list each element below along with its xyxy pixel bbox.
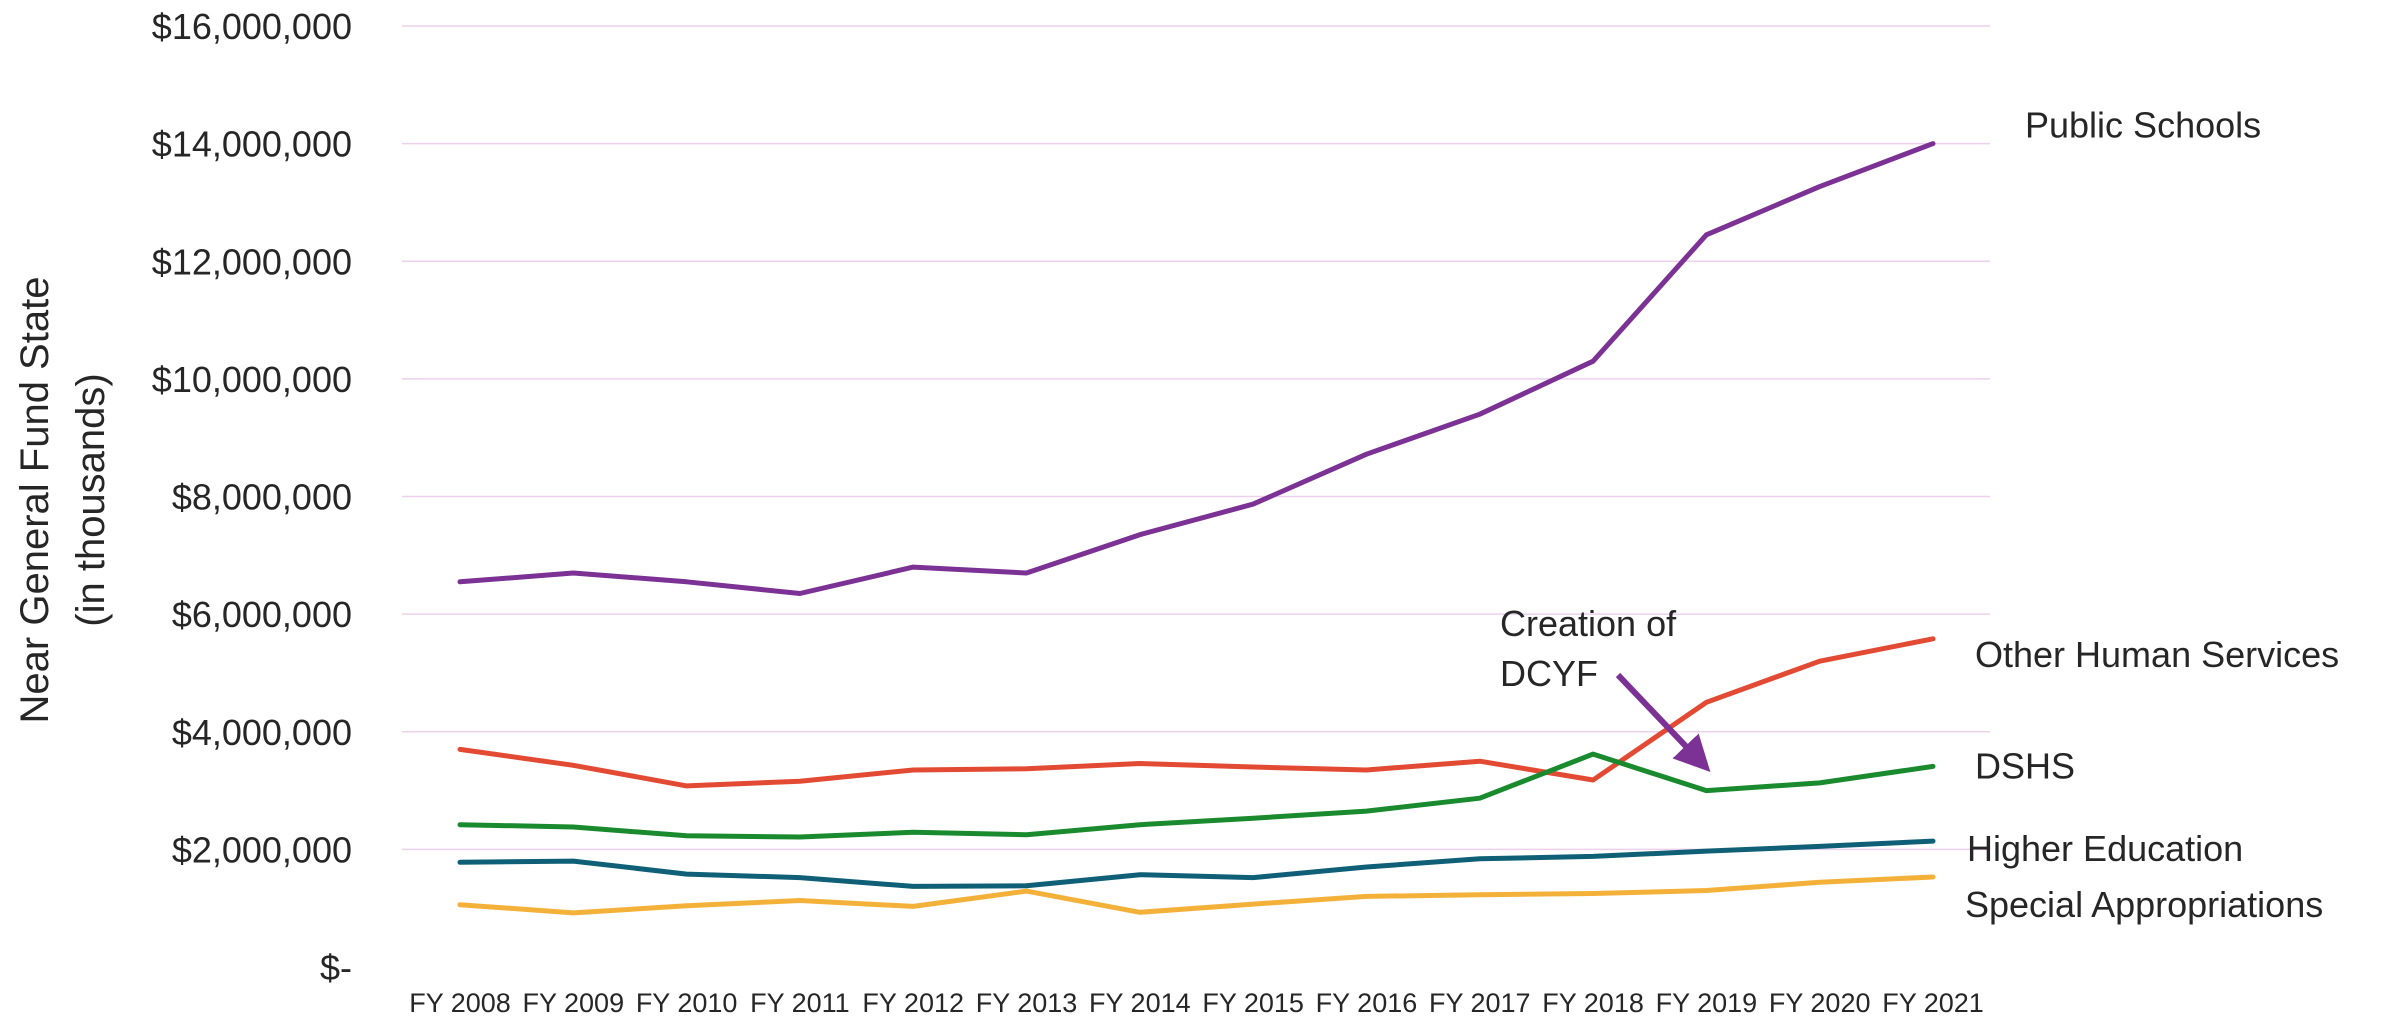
annotation-text-line-1: Creation of bbox=[1500, 603, 1677, 644]
x-tick-label: FY 2014 bbox=[1089, 988, 1191, 1018]
x-tick-label: FY 2016 bbox=[1316, 988, 1418, 1018]
y-axis-title-line-1: Near General Fund State bbox=[13, 277, 57, 724]
annotation-arrow bbox=[1615, 672, 1711, 773]
y-tick-label: $6,000,000 bbox=[172, 594, 352, 635]
x-tick-label: FY 2009 bbox=[523, 988, 625, 1018]
x-tick-label: FY 2010 bbox=[636, 988, 738, 1018]
y-tick-labels: $- $2,000,000 $4,000,000 $6,000,000 $8,000,0… bbox=[152, 6, 352, 988]
series-line-dshs bbox=[457, 751, 1936, 840]
y-tick-label: $2,000,000 bbox=[172, 829, 352, 870]
y-tick-label: $10,000,000 bbox=[152, 359, 352, 400]
x-tick-label: FY 2019 bbox=[1656, 988, 1758, 1018]
series-label-public-schools: Public Schools bbox=[2025, 105, 2261, 146]
series-line-public-schools bbox=[457, 141, 1936, 596]
x-tick-label: FY 2017 bbox=[1429, 988, 1531, 1018]
series-label-dshs: DSHS bbox=[1975, 745, 2075, 786]
series-line-higher-education bbox=[457, 838, 1936, 889]
series-label-special-appropriations: Special Appropriations bbox=[1965, 884, 2323, 925]
series-line-special-appropriations bbox=[457, 874, 1936, 916]
series-label-other-human-services: Other Human Services bbox=[1975, 634, 2339, 675]
y-axis-title-line-2: (in thousands) bbox=[69, 373, 113, 626]
x-tick-labels: FY 2008 FY 2009 FY 2010 FY 2011 FY 2012 FY 20… bbox=[409, 988, 1984, 1018]
x-tick-label: FY 2018 bbox=[1542, 988, 1644, 1018]
y-tick-label: $14,000,000 bbox=[152, 124, 352, 165]
x-tick-label: FY 2013 bbox=[976, 988, 1078, 1018]
y-tick-label: $12,000,000 bbox=[152, 241, 352, 282]
x-tick-label: FY 2012 bbox=[862, 988, 964, 1018]
y-tick-label: $4,000,000 bbox=[172, 712, 352, 753]
series-label-higher-education: Higher Education bbox=[1967, 828, 2243, 869]
y-tick-label: $8,000,000 bbox=[172, 477, 352, 518]
x-tick-label: FY 2021 bbox=[1882, 988, 1984, 1018]
gridlines bbox=[402, 25, 1990, 851]
y-tick-label: $16,000,000 bbox=[152, 6, 352, 47]
annotation-dcyf: Creation of DCYF bbox=[1500, 603, 1711, 773]
series-labels: Public Schools Other Human Services DSHS Hi… bbox=[1965, 105, 2339, 925]
x-tick-label: FY 2020 bbox=[1769, 988, 1871, 1018]
annotation-text-line-2: DCYF bbox=[1500, 653, 1598, 694]
x-tick-label: FY 2008 bbox=[409, 988, 511, 1018]
series-lines bbox=[457, 141, 1936, 916]
y-tick-label: $- bbox=[320, 947, 352, 988]
x-tick-label: FY 2015 bbox=[1202, 988, 1304, 1018]
series-line-other-human-services bbox=[457, 636, 1936, 789]
x-tick-label: FY 2011 bbox=[750, 988, 850, 1018]
